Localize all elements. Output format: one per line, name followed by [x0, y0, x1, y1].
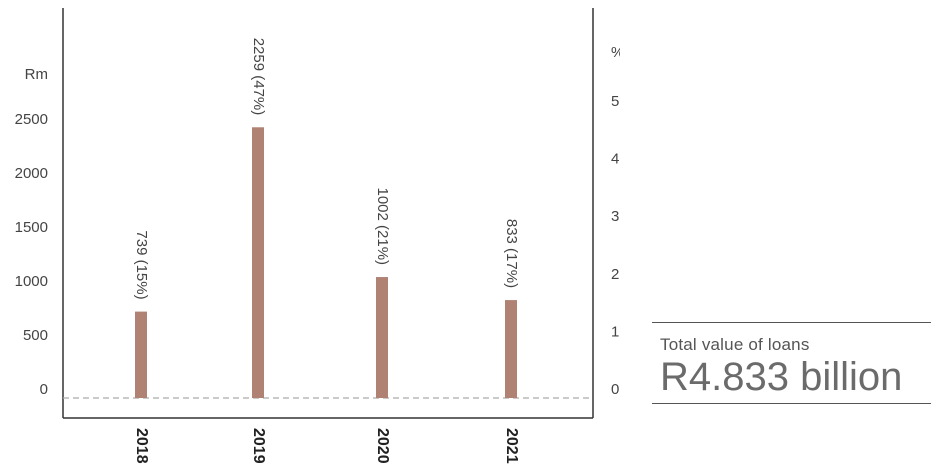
bar-2018: [135, 311, 147, 398]
bars: [135, 127, 517, 398]
right-tick-label: 50: [611, 93, 620, 110]
summary-label: Total value of loans: [660, 335, 810, 354]
left-tick-label: 500: [23, 327, 48, 344]
data-label-2018: 739 (15%): [133, 230, 150, 299]
category-label-2020: 2020: [374, 428, 391, 464]
bar-chart: Rm % 0 500 1000 1500 2000 2500 0 10 20 30 40 50 73…: [15, 8, 620, 464]
category-label-2018: 2018: [133, 428, 150, 464]
left-tick-label: 0: [40, 381, 48, 398]
bar-2020: [376, 277, 388, 398]
category-label-2021: 2021: [503, 428, 520, 464]
summary-bottom-rule: [652, 403, 931, 404]
bar-2019: [252, 127, 264, 398]
category-label-2019: 2019: [250, 428, 267, 464]
data-label-2020: 1002 (21%): [374, 187, 391, 265]
summary-value: R4.833 billion: [660, 355, 903, 399]
left-axis-ticks: 0 500 1000 1500 2000 2500: [15, 111, 48, 398]
left-tick-label: 2500: [15, 111, 48, 128]
left-axis-unit: Rm: [25, 66, 48, 83]
left-tick-label: 2000: [15, 165, 48, 182]
right-axis-ticks: 0 10 20 30 40 50: [611, 93, 620, 398]
right-axis-unit: %: [611, 44, 620, 61]
data-labels: 739 (15%) 2259 (47%) 1002 (21%) 833 (17%): [133, 38, 520, 300]
data-label-2021: 833 (17%): [503, 219, 520, 288]
category-labels: 2018 2019 2020 2021: [133, 428, 520, 464]
right-tick-label: 10: [611, 323, 620, 340]
total-loans-summary: Total value of loans R4.833 billion: [652, 322, 931, 404]
data-label-2019: 2259 (47%): [250, 38, 267, 116]
left-tick-label: 1500: [15, 219, 48, 236]
bar-2021: [505, 300, 517, 398]
right-tick-label: 0: [611, 381, 619, 398]
right-tick-label: 40: [611, 151, 620, 168]
right-tick-label: 20: [611, 266, 620, 283]
left-tick-label: 1000: [15, 273, 48, 290]
summary-top-rule: [652, 322, 931, 323]
right-tick-label: 30: [611, 208, 620, 225]
